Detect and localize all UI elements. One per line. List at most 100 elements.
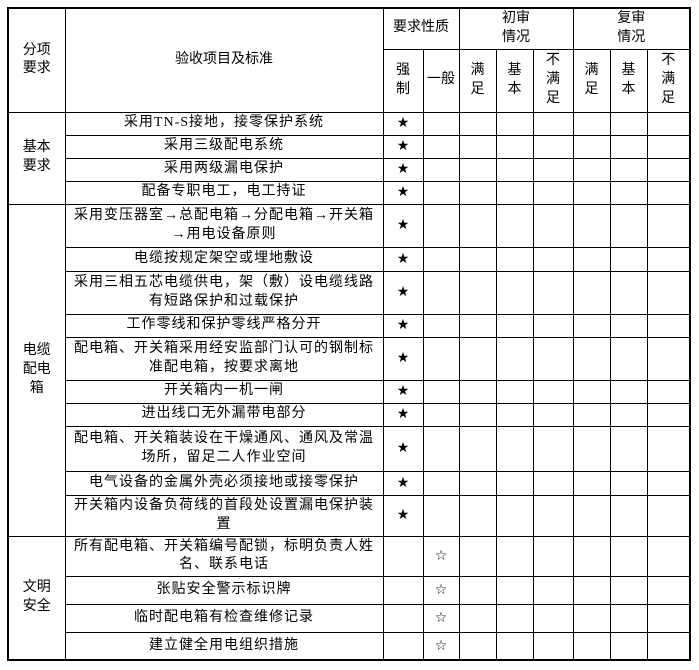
initial-basic-cell xyxy=(495,180,534,205)
initial-not-satisfied-cell xyxy=(532,402,574,427)
initial-satisfied-cell xyxy=(458,425,497,472)
review-basic-cell xyxy=(609,134,648,159)
table-row: 采用两级漏电保护 ★ xyxy=(8,157,691,182)
acceptance-checklist-table: 分项 要求 验收项目及标准 要求性质 初审 情况 复审 情况 强 制 一般 满 … xyxy=(7,7,692,661)
initial-basic-cell xyxy=(495,494,534,537)
review-not-satisfied-cell xyxy=(646,604,691,634)
review-satisfied-cell xyxy=(572,632,611,661)
initial-not-satisfied-cell xyxy=(532,425,574,472)
table-row: 建立健全用电组织措施 ☆ xyxy=(8,632,691,661)
initial-satisfied-cell xyxy=(458,379,497,404)
review-not-satisfied-cell xyxy=(646,111,691,136)
review-basic-cell xyxy=(609,270,648,315)
review-not-satisfied-cell xyxy=(646,180,691,205)
item-cell: 开关箱内一机一闸 xyxy=(64,379,384,404)
table-row: 临时配电箱有检查维修记录 ☆ xyxy=(8,604,691,634)
review-basic-cell xyxy=(609,470,648,496)
header-initial-satisfied: 满 足 xyxy=(458,48,497,113)
review-basic-cell xyxy=(609,111,648,136)
item-cell: 临时配电箱有检查维修记录 xyxy=(64,604,384,634)
initial-basic-cell xyxy=(495,203,534,248)
mandatory-cell xyxy=(382,576,424,606)
mandatory-cell: ★ xyxy=(382,180,424,205)
initial-not-satisfied-cell xyxy=(532,604,574,634)
general-cell xyxy=(422,111,460,136)
item-cell: 采用TN-S接地，接零保护系统 xyxy=(64,111,384,136)
item-cell: 采用两级漏电保护 xyxy=(64,157,384,182)
item-cell: 采用变压器室→总配电箱→分配电箱→开关箱→用电设备原则 xyxy=(64,203,384,248)
item-cell: 工作零线和保护零线严格分开 xyxy=(64,313,384,338)
review-not-satisfied-cell xyxy=(646,157,691,182)
review-basic-cell xyxy=(609,632,648,661)
review-basic-cell xyxy=(609,604,648,634)
review-satisfied-cell xyxy=(572,336,611,381)
mandatory-cell: ★ xyxy=(382,336,424,381)
review-not-satisfied-cell xyxy=(646,425,691,472)
initial-satisfied-cell xyxy=(458,180,497,205)
initial-satisfied-cell xyxy=(458,246,497,272)
review-satisfied-cell xyxy=(572,379,611,404)
initial-not-satisfied-cell xyxy=(532,632,574,661)
header-category: 分项 要求 xyxy=(7,7,66,113)
header-general: 一般 xyxy=(422,48,460,113)
initial-satisfied-cell xyxy=(458,313,497,338)
group-label-civilized-safety: 文明 安全 xyxy=(7,535,66,661)
general-cell xyxy=(422,494,460,537)
initial-satisfied-cell xyxy=(458,470,497,496)
general-cell: ☆ xyxy=(422,632,460,661)
initial-basic-cell xyxy=(495,576,534,606)
initial-satisfied-cell xyxy=(458,336,497,381)
mandatory-cell xyxy=(382,535,424,578)
initial-not-satisfied-cell xyxy=(532,180,574,205)
initial-basic-cell xyxy=(495,470,534,496)
review-not-satisfied-cell xyxy=(646,336,691,381)
initial-satisfied-cell xyxy=(458,203,497,248)
mandatory-cell: ★ xyxy=(382,425,424,472)
header-item: 验收项目及标准 xyxy=(64,7,384,113)
initial-not-satisfied-cell xyxy=(532,494,574,537)
review-basic-cell xyxy=(609,157,648,182)
review-satisfied-cell xyxy=(572,270,611,315)
general-cell xyxy=(422,134,460,159)
initial-not-satisfied-cell xyxy=(532,313,574,338)
review-basic-cell xyxy=(609,576,648,606)
mandatory-cell xyxy=(382,632,424,661)
initial-basic-cell xyxy=(495,270,534,315)
mandatory-cell: ★ xyxy=(382,470,424,496)
initial-not-satisfied-cell xyxy=(532,203,574,248)
general-cell xyxy=(422,402,460,427)
table-row: 配电箱、开关箱装设在干燥通风、通风及常温场所，留足二人作业空间 ★ xyxy=(8,425,691,472)
review-basic-cell xyxy=(609,180,648,205)
review-not-satisfied-cell xyxy=(646,576,691,606)
review-satisfied-cell xyxy=(572,576,611,606)
mandatory-cell: ★ xyxy=(382,203,424,248)
review-not-satisfied-cell xyxy=(646,494,691,537)
table-row: 配电箱、开关箱采用经安监部门认可的钢制标准配电箱，按要求离地 ★ xyxy=(8,336,691,381)
item-cell: 电气设备的金属外壳必须接地或接零保护 xyxy=(64,470,384,496)
table-row: 电缆 配电 箱 采用变压器室→总配电箱→分配电箱→开关箱→用电设备原则 ★ xyxy=(7,203,691,537)
item-cell: 配电箱、开关箱采用经安监部门认可的钢制标准配电箱，按要求离地 xyxy=(64,336,384,381)
initial-satisfied-cell xyxy=(458,604,497,634)
table-row: 电气设备的金属外壳必须接地或接零保护 ★ xyxy=(8,470,691,496)
table-row: 开关箱内一机一闸 ★ xyxy=(8,379,691,404)
initial-basic-cell xyxy=(495,157,534,182)
initial-satisfied-cell xyxy=(458,576,497,606)
review-basic-cell xyxy=(609,203,648,248)
initial-basic-cell xyxy=(495,632,534,661)
mandatory-cell: ★ xyxy=(382,246,424,272)
review-basic-cell xyxy=(609,402,648,427)
review-satisfied-cell xyxy=(572,246,611,272)
initial-not-satisfied-cell xyxy=(532,246,574,272)
mandatory-cell: ★ xyxy=(382,402,424,427)
review-basic-cell xyxy=(609,535,648,578)
initial-satisfied-cell xyxy=(458,402,497,427)
review-satisfied-cell xyxy=(572,180,611,205)
general-cell xyxy=(422,270,460,315)
review-not-satisfied-cell xyxy=(646,535,691,578)
review-satisfied-cell xyxy=(572,313,611,338)
initial-basic-cell xyxy=(495,313,534,338)
initial-basic-cell xyxy=(495,425,534,472)
initial-not-satisfied-cell xyxy=(532,470,574,496)
mandatory-cell: ★ xyxy=(382,379,424,404)
general-cell xyxy=(422,425,460,472)
